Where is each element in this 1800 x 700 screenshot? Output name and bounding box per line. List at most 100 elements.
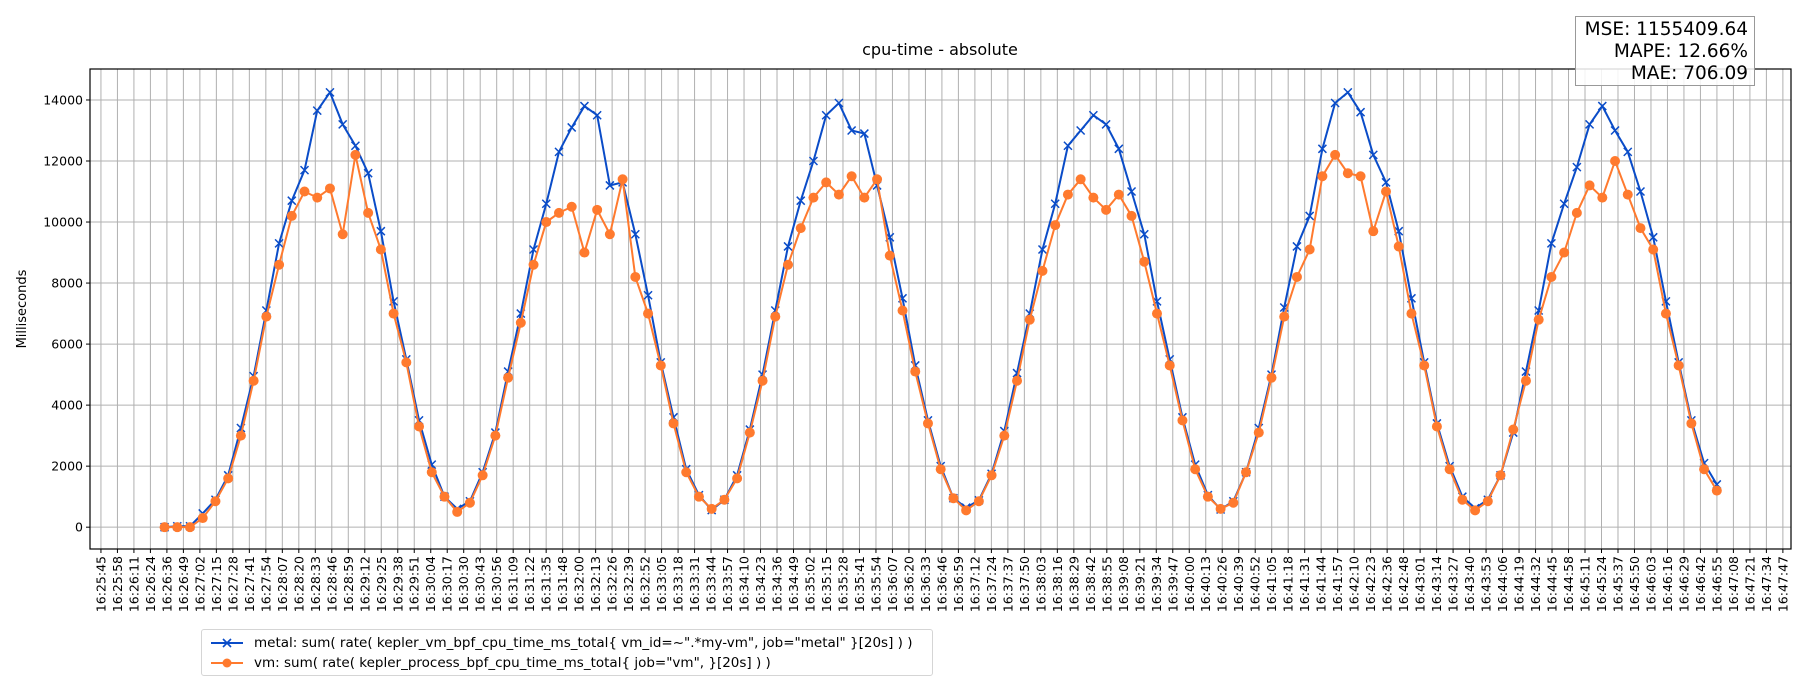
data-point — [846, 171, 857, 182]
x-tick-label: 16:36:33 — [918, 556, 933, 612]
y-tick-label: 12000 — [43, 154, 83, 169]
data-point — [872, 174, 883, 185]
data-point — [1241, 467, 1252, 478]
x-tick-label: 16:38:42 — [1083, 556, 1098, 612]
data-point — [553, 207, 564, 218]
legend-label-metal: metal: sum( rate( kepler_vm_bpf_cpu_time… — [254, 635, 913, 651]
x-tick-label: 16:44:32 — [1528, 556, 1543, 612]
data-point — [1037, 265, 1048, 276]
x-tick-label: 16:26:49 — [176, 556, 191, 612]
data-point — [630, 271, 641, 282]
x-tick-label: 16:37:37 — [1000, 556, 1015, 612]
data-point — [592, 110, 602, 120]
data-point — [1050, 199, 1060, 209]
data-point — [337, 229, 348, 240]
data-point — [439, 491, 450, 502]
data-point — [1202, 491, 1213, 502]
data-point — [261, 311, 272, 322]
data-point — [350, 149, 361, 160]
y-tick-label: 0 — [75, 520, 83, 535]
x-tick-label: 16:45:37 — [1610, 556, 1625, 612]
data-point — [503, 372, 514, 383]
data-point — [1381, 177, 1391, 187]
data-point — [1113, 189, 1124, 200]
data-point — [1495, 470, 1506, 481]
data-point — [1139, 229, 1149, 239]
data-point — [1457, 494, 1468, 505]
data-point — [1623, 147, 1633, 157]
data-point — [1190, 464, 1201, 475]
x-tick-label: 16:37:12 — [967, 556, 982, 612]
data-point — [1520, 375, 1531, 386]
data-point — [197, 513, 208, 524]
x-tick-label: 16:37:50 — [1017, 556, 1032, 612]
data-point — [1266, 372, 1277, 383]
data-point — [859, 192, 870, 203]
x-tick-label: 16:46:42 — [1693, 556, 1708, 612]
x-tick-label: 16:29:25 — [374, 556, 389, 612]
x-tick-label: 16:33:44 — [704, 556, 719, 612]
y-axis-label: Milliseconds — [15, 269, 30, 348]
x-tick-label: 16:47:08 — [1726, 556, 1741, 612]
data-point — [808, 156, 818, 166]
data-point — [1431, 421, 1442, 432]
y-ticks: 0 2000 4000 6000 8000 10000 12000 14000 — [43, 92, 90, 535]
data-point — [986, 470, 997, 481]
data-point — [1393, 241, 1404, 252]
x-tick-label: 16:34:23 — [753, 556, 768, 612]
x-tick-label: 16:34:49 — [786, 556, 801, 612]
data-point — [185, 522, 196, 533]
data-point — [1355, 171, 1366, 182]
data-point — [452, 506, 463, 517]
data-point — [770, 311, 781, 322]
x-tick-label: 16:35:02 — [802, 556, 817, 612]
x-tick-label: 16:38:03 — [1033, 556, 1048, 612]
mae-text: MAE: 706.09 — [1630, 63, 1748, 84]
x-tick-label: 16:33:05 — [654, 556, 669, 612]
x-tick-label: 16:46:29 — [1676, 556, 1691, 612]
data-point — [274, 259, 285, 270]
data-point — [1635, 223, 1646, 234]
data-point — [1151, 308, 1162, 319]
data-point — [592, 204, 603, 215]
data-point — [935, 464, 946, 475]
x-tick-label: 16:42:10 — [1347, 556, 1362, 612]
data-point — [604, 229, 615, 240]
data-point — [1711, 485, 1722, 496]
x-tick-label: 16:35:28 — [835, 556, 850, 612]
x-tick-label: 16:40:39 — [1231, 556, 1246, 612]
data-point — [1330, 149, 1341, 160]
data-point — [795, 223, 806, 234]
data-point — [1304, 244, 1315, 255]
data-point — [617, 174, 628, 185]
data-point — [1648, 232, 1658, 242]
x-tick-label: 16:35:15 — [819, 556, 834, 612]
x-tick-label: 16:42:48 — [1396, 556, 1411, 612]
legend-item-metal: metal: sum( rate( kepler_vm_bpf_cpu_time… — [210, 633, 924, 653]
data-point — [681, 467, 692, 478]
x-tick-label: 16:40:52 — [1248, 556, 1263, 612]
data-point — [961, 505, 972, 516]
x-tick-label: 16:26:36 — [159, 556, 174, 612]
data-point — [1610, 125, 1620, 136]
data-point — [541, 217, 552, 228]
data-point — [1177, 415, 1188, 426]
data-point — [1037, 244, 1048, 255]
axes-frame — [89, 68, 1792, 550]
data-point — [1050, 220, 1061, 231]
x-tick-label: 16:26:24 — [143, 556, 158, 612]
data-point — [1088, 110, 1098, 120]
data-point — [1444, 464, 1455, 475]
data-point — [1648, 244, 1659, 255]
y-tick-label: 8000 — [51, 276, 83, 291]
data-point — [821, 110, 831, 120]
data-point — [274, 238, 284, 248]
x-tick-label: 16:47:21 — [1742, 556, 1757, 612]
data-point — [554, 147, 564, 157]
data-point — [312, 192, 323, 203]
series-vm — [159, 149, 1722, 533]
data-point — [1546, 238, 1556, 248]
x-tick-label: 16:35:41 — [852, 556, 867, 612]
data-point — [732, 473, 743, 484]
mse-text: MSE: 1155409.64 — [1584, 19, 1748, 40]
